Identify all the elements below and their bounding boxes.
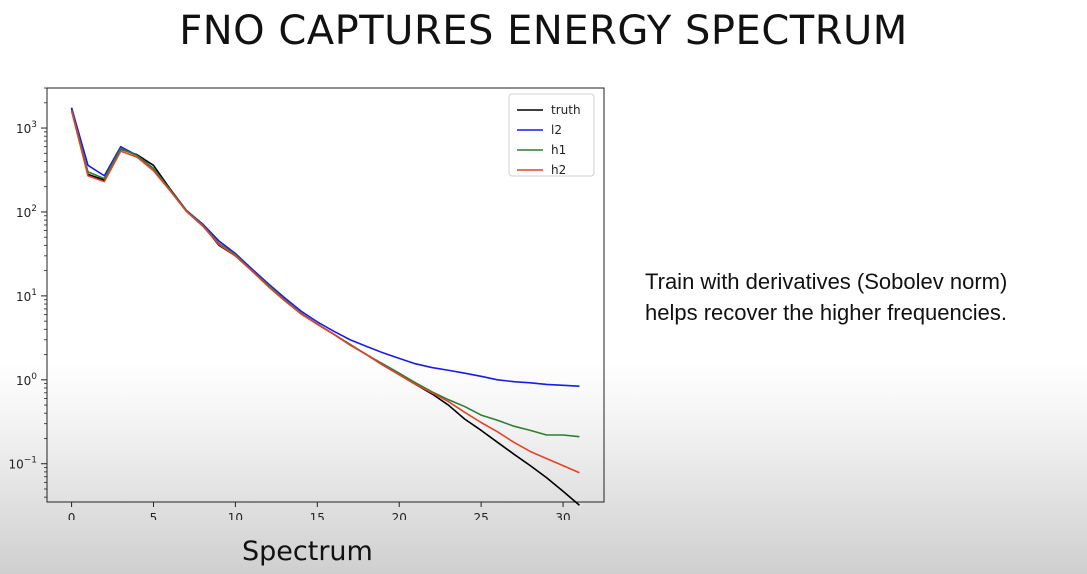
slide-title: FNO CAPTURES ENERGY SPECTRUM — [179, 8, 908, 54]
spectrum-chart: 0 5 10 15 20 25 30 103 102 101 100 10−1 truth l2 h1 h2 — [0, 80, 620, 525]
y-tick-label: 102 — [16, 204, 37, 220]
legend-label-truth: truth — [551, 103, 581, 117]
chart-svg: 0 5 10 15 20 25 30 103 102 101 100 10−1 truth l2 h1 h2 — [8, 87, 605, 525]
side-text: Train with derivatives (Sobolev norm) he… — [645, 266, 1075, 328]
series-line-truth — [70, 108, 580, 506]
x-tick-label: 0 — [68, 511, 76, 520]
x-tick-label: 10 — [228, 511, 243, 520]
series-line-h1 — [70, 109, 580, 438]
x-tick-label: 20 — [392, 511, 407, 520]
side-text-line-2: helps recover the higher frequencies. — [645, 300, 1007, 325]
legend-box — [508, 93, 595, 177]
legend-label-h1: h1 — [551, 143, 566, 157]
legend-label-l2: l2 — [551, 123, 562, 137]
series-line-h2 — [70, 110, 580, 474]
legend-label-h2: h2 — [551, 163, 566, 177]
x-tick-label: 30 — [555, 511, 570, 520]
series-line-l2 — [70, 107, 580, 387]
side-text-line-1: Train with derivatives (Sobolev norm) — [645, 269, 1008, 294]
y-tick-label: 100 — [16, 372, 37, 388]
x-tick-label: 15 — [310, 511, 325, 520]
y-tick-label: 101 — [16, 288, 37, 304]
plot-frame — [46, 87, 605, 503]
y-tick-label: 10−1 — [8, 456, 37, 472]
x-tick-label: 5 — [150, 511, 158, 520]
y-tick-label: 103 — [16, 120, 37, 136]
chart-caption: Spectrum — [242, 536, 373, 567]
x-tick-label: 25 — [473, 511, 488, 520]
